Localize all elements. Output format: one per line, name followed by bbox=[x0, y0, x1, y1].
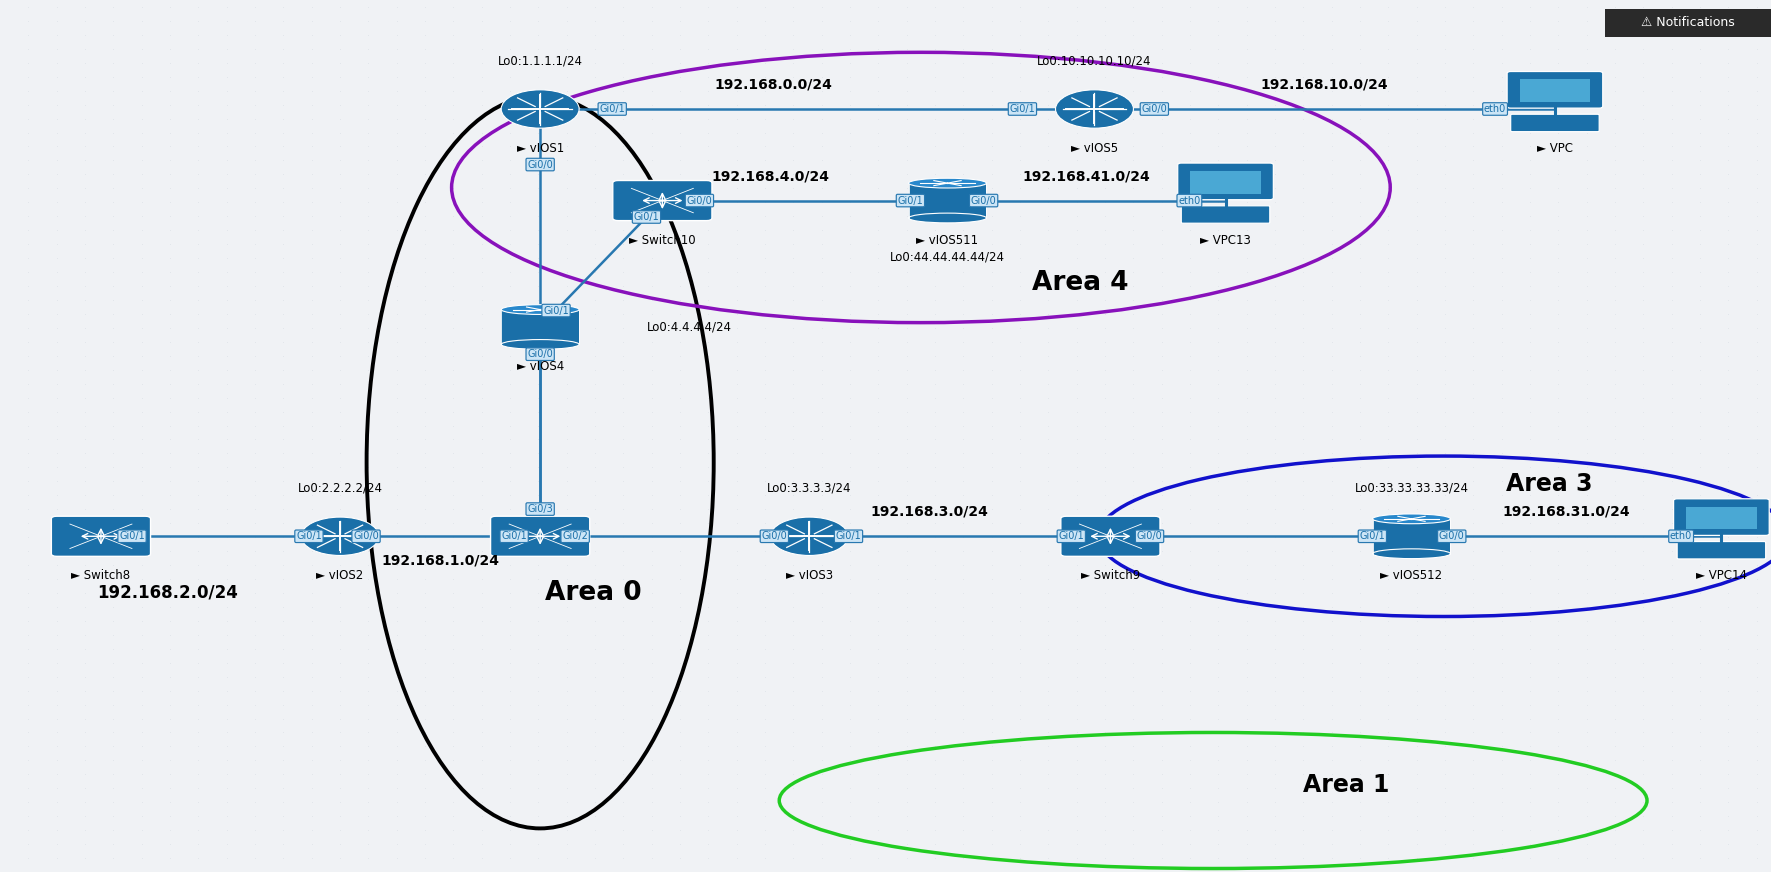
Text: 192.168.31.0/24: 192.168.31.0/24 bbox=[1502, 505, 1631, 519]
FancyBboxPatch shape bbox=[1674, 499, 1769, 535]
Text: Gi0/1: Gi0/1 bbox=[296, 531, 322, 542]
Text: Gi0/0: Gi0/0 bbox=[971, 195, 997, 206]
Text: Gi0/1: Gi0/1 bbox=[836, 531, 861, 542]
Text: Gi0/3: Gi0/3 bbox=[528, 504, 553, 514]
Text: Gi0/1: Gi0/1 bbox=[599, 104, 625, 114]
Text: Gi0/1: Gi0/1 bbox=[1059, 531, 1084, 542]
Text: Gi0/0: Gi0/0 bbox=[1142, 104, 1167, 114]
Text: ► Switch10: ► Switch10 bbox=[629, 234, 696, 247]
Text: Lo0:10.10.10.10/24: Lo0:10.10.10.10/24 bbox=[1038, 55, 1151, 67]
Text: Gi0/1: Gi0/1 bbox=[898, 195, 923, 206]
Text: ► VPC: ► VPC bbox=[1537, 142, 1573, 155]
Text: Area 1: Area 1 bbox=[1303, 773, 1388, 797]
Text: ► Switch8: ► Switch8 bbox=[71, 569, 131, 582]
Text: Gi0/1: Gi0/1 bbox=[1009, 104, 1036, 114]
Text: Gi0/1: Gi0/1 bbox=[1360, 531, 1385, 542]
Text: Area 3: Area 3 bbox=[1507, 472, 1592, 496]
Text: Gi0/0: Gi0/0 bbox=[1137, 531, 1162, 542]
Circle shape bbox=[501, 90, 579, 128]
Text: 192.168.10.0/24: 192.168.10.0/24 bbox=[1261, 78, 1388, 92]
FancyBboxPatch shape bbox=[1181, 206, 1270, 223]
Text: Area 0: Area 0 bbox=[545, 580, 641, 606]
Text: ► VPC14: ► VPC14 bbox=[1697, 569, 1746, 582]
FancyBboxPatch shape bbox=[501, 310, 579, 344]
Text: 192.168.3.0/24: 192.168.3.0/24 bbox=[871, 505, 988, 519]
Text: ► vIOS512: ► vIOS512 bbox=[1380, 569, 1443, 582]
Circle shape bbox=[1056, 90, 1133, 128]
Ellipse shape bbox=[909, 178, 986, 188]
Text: Gi0/1: Gi0/1 bbox=[634, 212, 659, 222]
Text: ► VPC13: ► VPC13 bbox=[1201, 234, 1250, 247]
Text: Lo0:44.44.44.44/24: Lo0:44.44.44.44/24 bbox=[891, 251, 1004, 263]
Circle shape bbox=[770, 517, 848, 555]
Ellipse shape bbox=[1373, 514, 1450, 524]
Text: ► vIOS511: ► vIOS511 bbox=[916, 234, 979, 247]
Text: ► Switch9: ► Switch9 bbox=[1080, 569, 1141, 582]
Ellipse shape bbox=[1373, 548, 1450, 559]
FancyBboxPatch shape bbox=[1190, 171, 1261, 194]
Text: ► vIOS3: ► vIOS3 bbox=[786, 569, 832, 582]
FancyBboxPatch shape bbox=[1178, 163, 1273, 200]
Text: Gi0/1: Gi0/1 bbox=[501, 531, 528, 542]
Text: Gi0/1: Gi0/1 bbox=[119, 531, 145, 542]
FancyBboxPatch shape bbox=[1373, 519, 1450, 554]
Text: ► vIOS1: ► vIOS1 bbox=[517, 142, 563, 155]
Ellipse shape bbox=[909, 213, 986, 223]
Ellipse shape bbox=[501, 304, 579, 315]
Text: Gi0/0: Gi0/0 bbox=[762, 531, 788, 542]
FancyBboxPatch shape bbox=[1605, 9, 1771, 37]
Text: Lo0:33.33.33.33/24: Lo0:33.33.33.33/24 bbox=[1355, 482, 1468, 494]
Text: Gi0/0: Gi0/0 bbox=[687, 195, 712, 206]
Text: 192.168.2.0/24: 192.168.2.0/24 bbox=[97, 584, 239, 602]
Text: Gi0/0: Gi0/0 bbox=[528, 160, 553, 169]
Text: ► vIOS4: ► vIOS4 bbox=[517, 360, 563, 373]
Text: Lo0:1.1.1.1/24: Lo0:1.1.1.1/24 bbox=[498, 55, 583, 67]
Text: 192.168.41.0/24: 192.168.41.0/24 bbox=[1022, 169, 1151, 183]
Text: 192.168.0.0/24: 192.168.0.0/24 bbox=[714, 78, 832, 92]
FancyBboxPatch shape bbox=[51, 516, 151, 556]
FancyBboxPatch shape bbox=[909, 183, 986, 218]
FancyBboxPatch shape bbox=[1061, 516, 1160, 556]
FancyBboxPatch shape bbox=[1686, 507, 1757, 529]
Text: 192.168.1.0/24: 192.168.1.0/24 bbox=[381, 554, 499, 568]
Text: ► vIOS2: ► vIOS2 bbox=[317, 569, 363, 582]
Text: Gi0/1: Gi0/1 bbox=[544, 305, 568, 316]
Text: eth0: eth0 bbox=[1484, 104, 1505, 114]
FancyBboxPatch shape bbox=[1520, 79, 1590, 102]
Text: Gi0/0: Gi0/0 bbox=[352, 531, 379, 542]
FancyBboxPatch shape bbox=[1677, 542, 1766, 559]
FancyBboxPatch shape bbox=[1507, 72, 1603, 108]
Text: 192.168.4.0/24: 192.168.4.0/24 bbox=[712, 169, 829, 183]
FancyBboxPatch shape bbox=[491, 516, 590, 556]
Text: ► vIOS5: ► vIOS5 bbox=[1071, 142, 1118, 155]
Text: Gi0/0: Gi0/0 bbox=[528, 349, 553, 359]
Text: Lo0:2.2.2.2/24: Lo0:2.2.2.2/24 bbox=[298, 482, 383, 494]
Text: Gi0/2: Gi0/2 bbox=[561, 531, 588, 542]
Text: Area 4: Area 4 bbox=[1032, 270, 1128, 296]
Circle shape bbox=[301, 517, 379, 555]
Text: Lo0:4.4.4.4/24: Lo0:4.4.4.4/24 bbox=[646, 321, 731, 333]
Text: eth0: eth0 bbox=[1178, 195, 1201, 206]
FancyBboxPatch shape bbox=[1511, 114, 1599, 132]
Text: eth0: eth0 bbox=[1670, 531, 1693, 542]
Text: ⚠ Notifications: ⚠ Notifications bbox=[1642, 17, 1734, 29]
Text: Lo0:3.3.3.3/24: Lo0:3.3.3.3/24 bbox=[767, 482, 852, 494]
FancyBboxPatch shape bbox=[613, 181, 712, 221]
Text: Gi0/0: Gi0/0 bbox=[1438, 531, 1465, 542]
Ellipse shape bbox=[501, 339, 579, 350]
